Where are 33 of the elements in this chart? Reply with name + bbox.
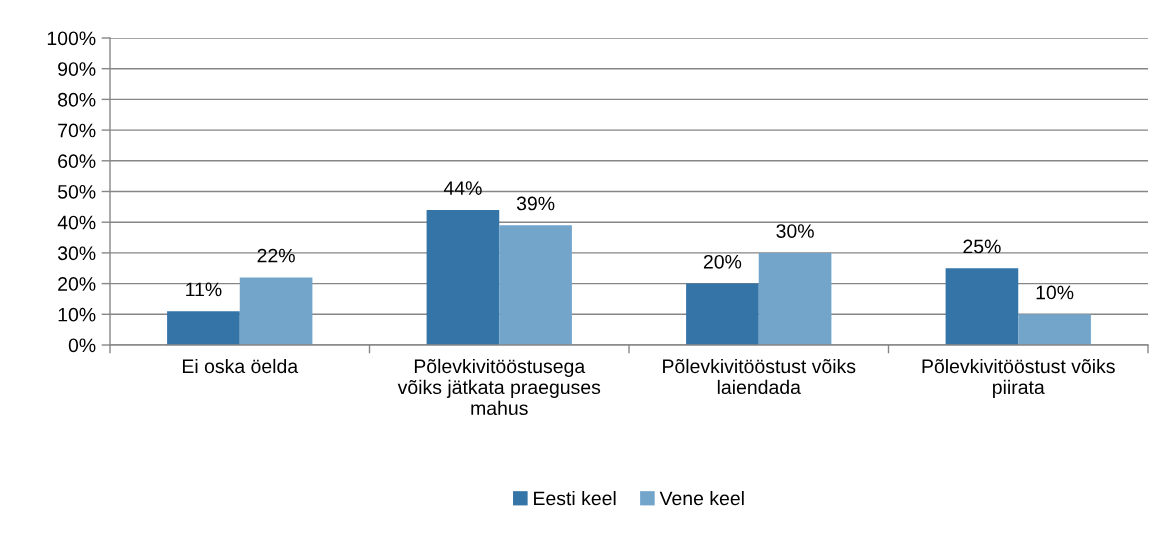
- bar: [945, 268, 1019, 345]
- y-tick-label: 70%: [58, 123, 96, 138]
- data-label: 10%: [1036, 285, 1074, 300]
- y-tick-label: 60%: [58, 154, 96, 169]
- bar: [758, 252, 832, 345]
- data-label: 30%: [776, 224, 814, 238]
- data-label: 20%: [703, 254, 742, 269]
- y-tick-label: 90%: [58, 62, 96, 76]
- bar: [239, 277, 313, 345]
- legend-label: Vene keel: [659, 490, 744, 506]
- bar: [1018, 314, 1091, 345]
- bar: [167, 311, 240, 345]
- y-tick-label: 30%: [57, 246, 96, 261]
- bar: [686, 283, 759, 345]
- x-tick-label: Põlevkivitööstusega võiks jätkata praeguses mahus: [397, 358, 601, 416]
- y-tick-label: 20%: [58, 277, 96, 291]
- data-label: 11%: [186, 282, 222, 297]
- x-tick-label: Põlevkivitööstust võiks piirata: [922, 358, 1115, 398]
- y-tick-label: 80%: [58, 92, 96, 107]
- data-label: 22%: [257, 248, 295, 263]
- y-tick-label: 40%: [57, 215, 96, 230]
- legend-label: Eesti keel: [534, 490, 616, 506]
- x-tick-label: Põlevkivitööstust võiks laiendada: [663, 358, 856, 395]
- y-tick-label: 10%: [58, 307, 96, 322]
- x-tick-label: Ei oska öelda: [182, 358, 299, 374]
- data-label: 39%: [516, 196, 555, 211]
- y-tick-label: 50%: [57, 184, 96, 199]
- bar: [499, 225, 572, 345]
- y-tick-label: 0%: [68, 338, 96, 353]
- y-tick-label: 100%: [47, 31, 96, 46]
- data-label: 25%: [963, 239, 1001, 254]
- bar: [426, 209, 500, 345]
- data-label: 44%: [443, 181, 482, 195]
